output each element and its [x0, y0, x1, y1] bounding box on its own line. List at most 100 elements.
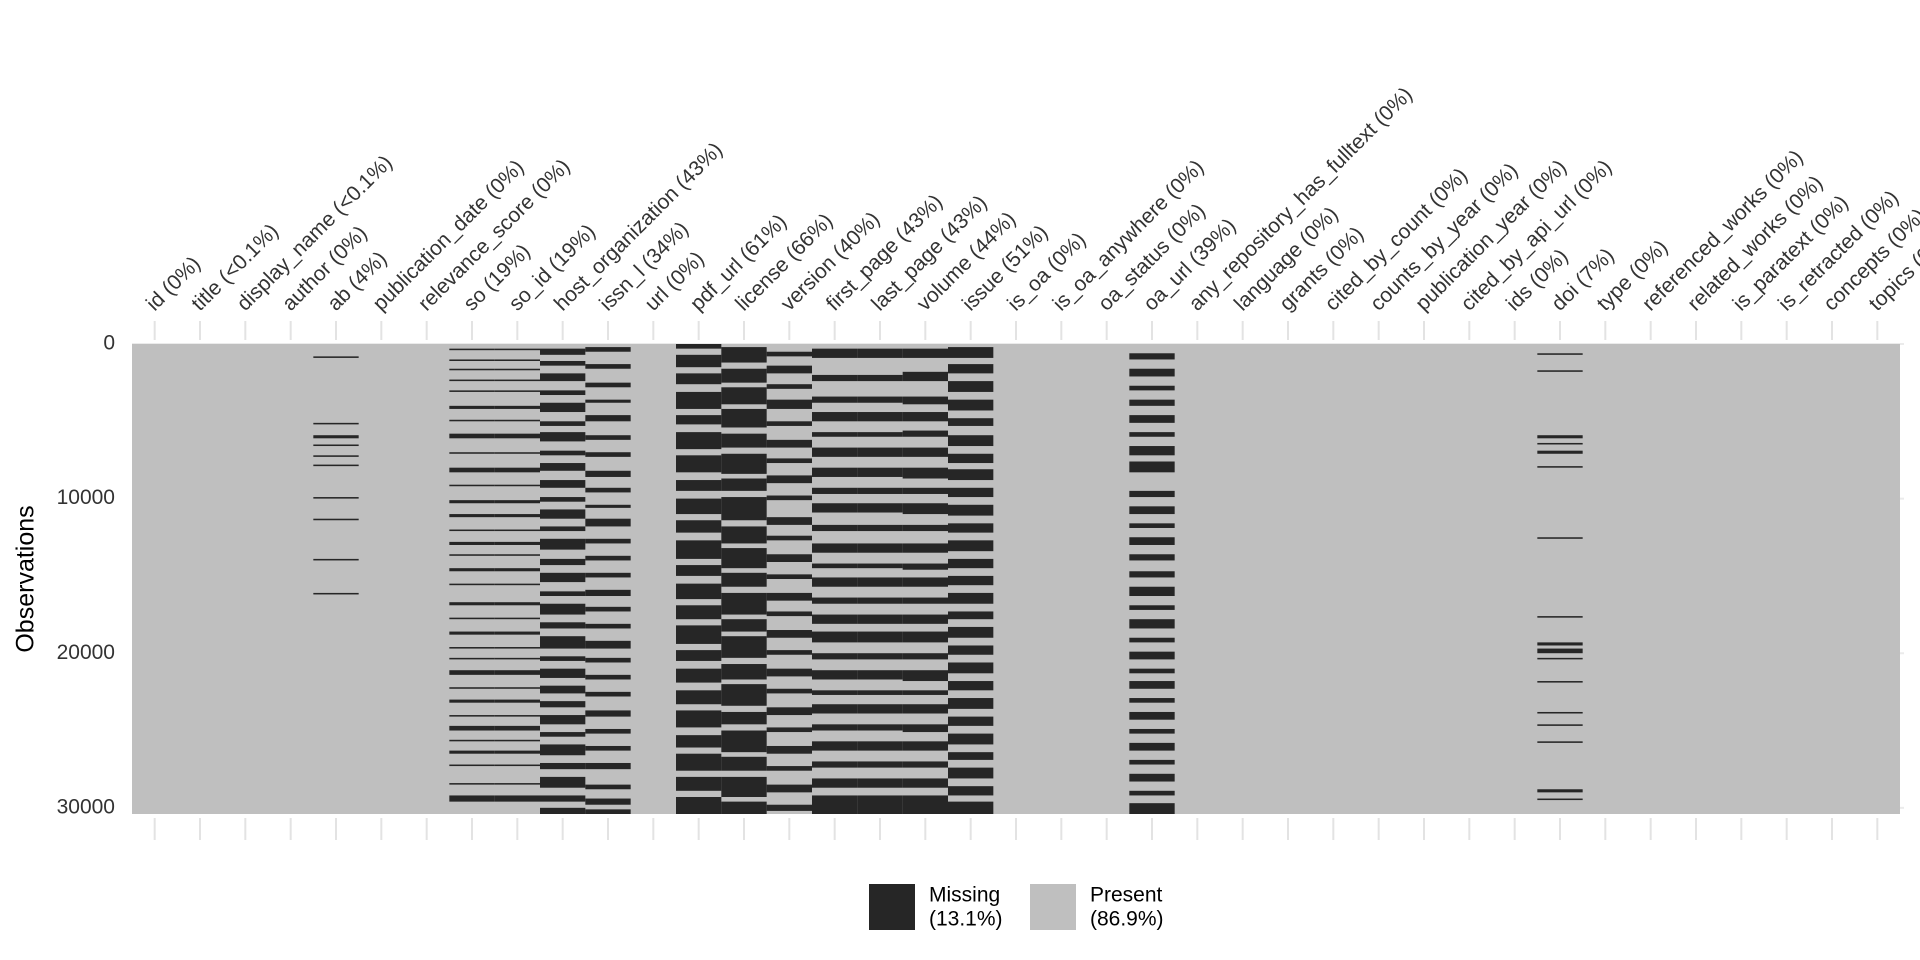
missing-run [540, 480, 586, 488]
missing-run [1537, 435, 1583, 439]
missing-run [902, 761, 948, 768]
y-axis-title: Observations [12, 505, 40, 652]
missing-run [540, 603, 586, 615]
missing-run [449, 484, 495, 487]
missing-run [1537, 648, 1583, 654]
missing-run [766, 745, 812, 754]
missing-run [494, 783, 540, 785]
missing-run [540, 526, 586, 532]
missing-run [449, 541, 495, 545]
missing-run [857, 412, 903, 422]
missing-run [585, 382, 631, 388]
missing-run [902, 430, 948, 437]
missing-run [1129, 668, 1175, 674]
missing-run [721, 453, 767, 474]
missing-run [812, 503, 858, 513]
missing-run [948, 453, 994, 464]
legend-value: (13.1%) [929, 908, 1003, 931]
missing-run [1129, 803, 1175, 814]
missing-run [721, 730, 767, 753]
missing-run [313, 444, 359, 447]
missing-run [449, 348, 495, 351]
missing-run [1129, 385, 1175, 391]
missing-run [540, 795, 586, 802]
missing-run [857, 348, 903, 358]
missing-run [676, 668, 722, 683]
missing-run [449, 379, 495, 382]
missing-run [812, 374, 858, 382]
missing-run [948, 698, 994, 709]
missing-run [766, 399, 812, 409]
missing-run [766, 535, 812, 541]
missing-run [1537, 798, 1583, 801]
missing-run [948, 364, 994, 374]
missing-run [812, 412, 858, 422]
missing-run [766, 574, 812, 579]
missing-run [449, 554, 495, 556]
missing-run [1537, 450, 1583, 454]
missing-run [1129, 461, 1175, 473]
missing-run [857, 487, 903, 494]
missing-run [494, 739, 540, 742]
missing-run [857, 396, 903, 403]
missing-run [585, 784, 631, 790]
missing-run [540, 656, 586, 661]
missing-run [449, 699, 495, 703]
missing-run [1537, 537, 1583, 539]
missing-run [721, 548, 767, 569]
missing-run [676, 605, 722, 620]
missing-run [902, 778, 948, 788]
missing-run [313, 518, 359, 521]
missing-run [449, 390, 495, 392]
missing-run [540, 373, 586, 382]
missing-run [1129, 759, 1175, 765]
missing-run [540, 432, 586, 442]
missing-run [857, 577, 903, 587]
missing-run [676, 565, 722, 576]
missing-run [766, 650, 812, 655]
legend-label: Missing [929, 884, 1000, 907]
missing-run [676, 650, 722, 661]
missing-run [494, 359, 540, 362]
missing-run [676, 753, 722, 771]
missing-run [494, 657, 540, 660]
missing-run [902, 563, 948, 570]
missing-run [449, 514, 495, 518]
missing-run [313, 422, 359, 425]
missing-run [857, 543, 903, 553]
missing-run [766, 804, 812, 811]
missing-run [1537, 711, 1583, 714]
missing-run [1129, 681, 1175, 689]
missing-run [1537, 657, 1583, 660]
missing-run [721, 433, 767, 448]
missing-run [948, 626, 994, 638]
missing-run [449, 631, 495, 635]
missing-run [494, 725, 540, 731]
missing-run [585, 470, 631, 477]
missing-run [902, 503, 948, 515]
missing-run [449, 764, 495, 767]
missing-run [857, 432, 903, 437]
missing-run [676, 455, 722, 473]
missing-run [540, 509, 586, 519]
missing-run [721, 368, 767, 383]
missing-run [449, 452, 495, 454]
missing-run [494, 795, 540, 802]
missing-run [540, 538, 586, 550]
missing-run [948, 645, 994, 655]
missing-run [540, 390, 586, 396]
missing-run [721, 619, 767, 632]
missing-run [948, 752, 994, 760]
missing-run [1537, 741, 1583, 743]
missing-run [449, 739, 495, 742]
missing-run [902, 670, 948, 682]
missing-run [1537, 442, 1583, 445]
missing-run [494, 568, 540, 572]
missing-run [766, 439, 812, 448]
missing-run [540, 558, 586, 566]
missing-run [676, 690, 722, 705]
missing-run [585, 691, 631, 697]
missing-run [1129, 711, 1175, 720]
missing-run [1129, 605, 1175, 610]
missing-run [585, 710, 631, 717]
